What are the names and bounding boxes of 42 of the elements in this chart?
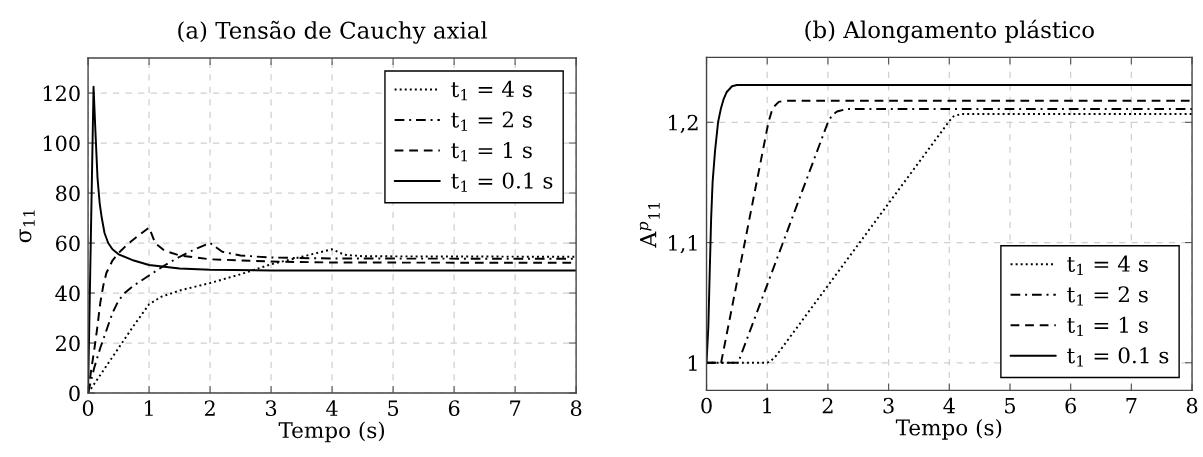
x-tick-label: 0: [82, 400, 94, 417]
y-tick-label: 0: [69, 385, 80, 402]
x-axis-title: Tempo (s): [278, 421, 385, 443]
y-tick-label: 1: [688, 355, 697, 371]
x-tick-label: 6: [1065, 397, 1076, 414]
y-tick-label: 80: [56, 185, 80, 202]
chart-title: (a) Tensão de Cauchy axial: [178, 20, 488, 44]
x-tick-label: 8: [570, 400, 582, 417]
legend-label: t$_{1}$ = 0.1 s: [1067, 347, 1169, 367]
x-tick-label: 4: [326, 400, 338, 416]
y-axis-title: σ$_{11}$: [19, 210, 35, 243]
y-tick-label: 1,1: [668, 234, 697, 254]
y-tick-label: 100: [43, 135, 80, 152]
x-tick-label: 7: [510, 400, 521, 416]
y-tick-label: 1,2: [668, 114, 698, 134]
legend-label: t$_{1}$ = 4 s: [1067, 255, 1148, 275]
legend-label: t$_{1}$ = 4 s: [451, 80, 532, 101]
legend-label: t$_{1}$ = 0.1 s: [451, 172, 553, 192]
y-tick-label: 40: [55, 285, 80, 302]
legend-label: t$_{1}$ = 2 s: [1067, 286, 1148, 306]
x-tick-label: 5: [388, 400, 399, 417]
x-axis-title: Tempo (s): [895, 418, 1002, 440]
x-tick-label: 7: [1126, 398, 1137, 414]
x-tick-label: 2: [204, 400, 215, 416]
x-tick-label: 8: [1186, 397, 1198, 414]
y-tick-label: 60: [56, 235, 80, 252]
legend-label: t$_{1}$ = 2 s: [451, 111, 532, 131]
chart-title: (b) Alongamento plástico: [805, 19, 1094, 44]
x-tick-label: 6: [448, 400, 460, 417]
x-tick-label: 3: [266, 400, 277, 417]
legend-label: t$_{1}$ = 1 s: [1067, 316, 1148, 336]
x-tick-label: 1: [763, 397, 771, 414]
legend-label: t$_{1}$ = 1 s: [451, 141, 532, 162]
x-tick-label: 3: [883, 397, 894, 414]
y-axis-title: A$^{p}$$_{11}$: [639, 203, 660, 248]
x-tick-label: 5: [1005, 398, 1015, 414]
x-tick-label: 0: [701, 397, 712, 414]
x-tick-label: 4: [943, 397, 955, 414]
y-tick-label: 120: [43, 85, 80, 102]
x-tick-label: 2: [822, 397, 833, 414]
y-tick-label: 20: [56, 335, 80, 352]
x-tick-label: 1: [144, 400, 153, 416]
